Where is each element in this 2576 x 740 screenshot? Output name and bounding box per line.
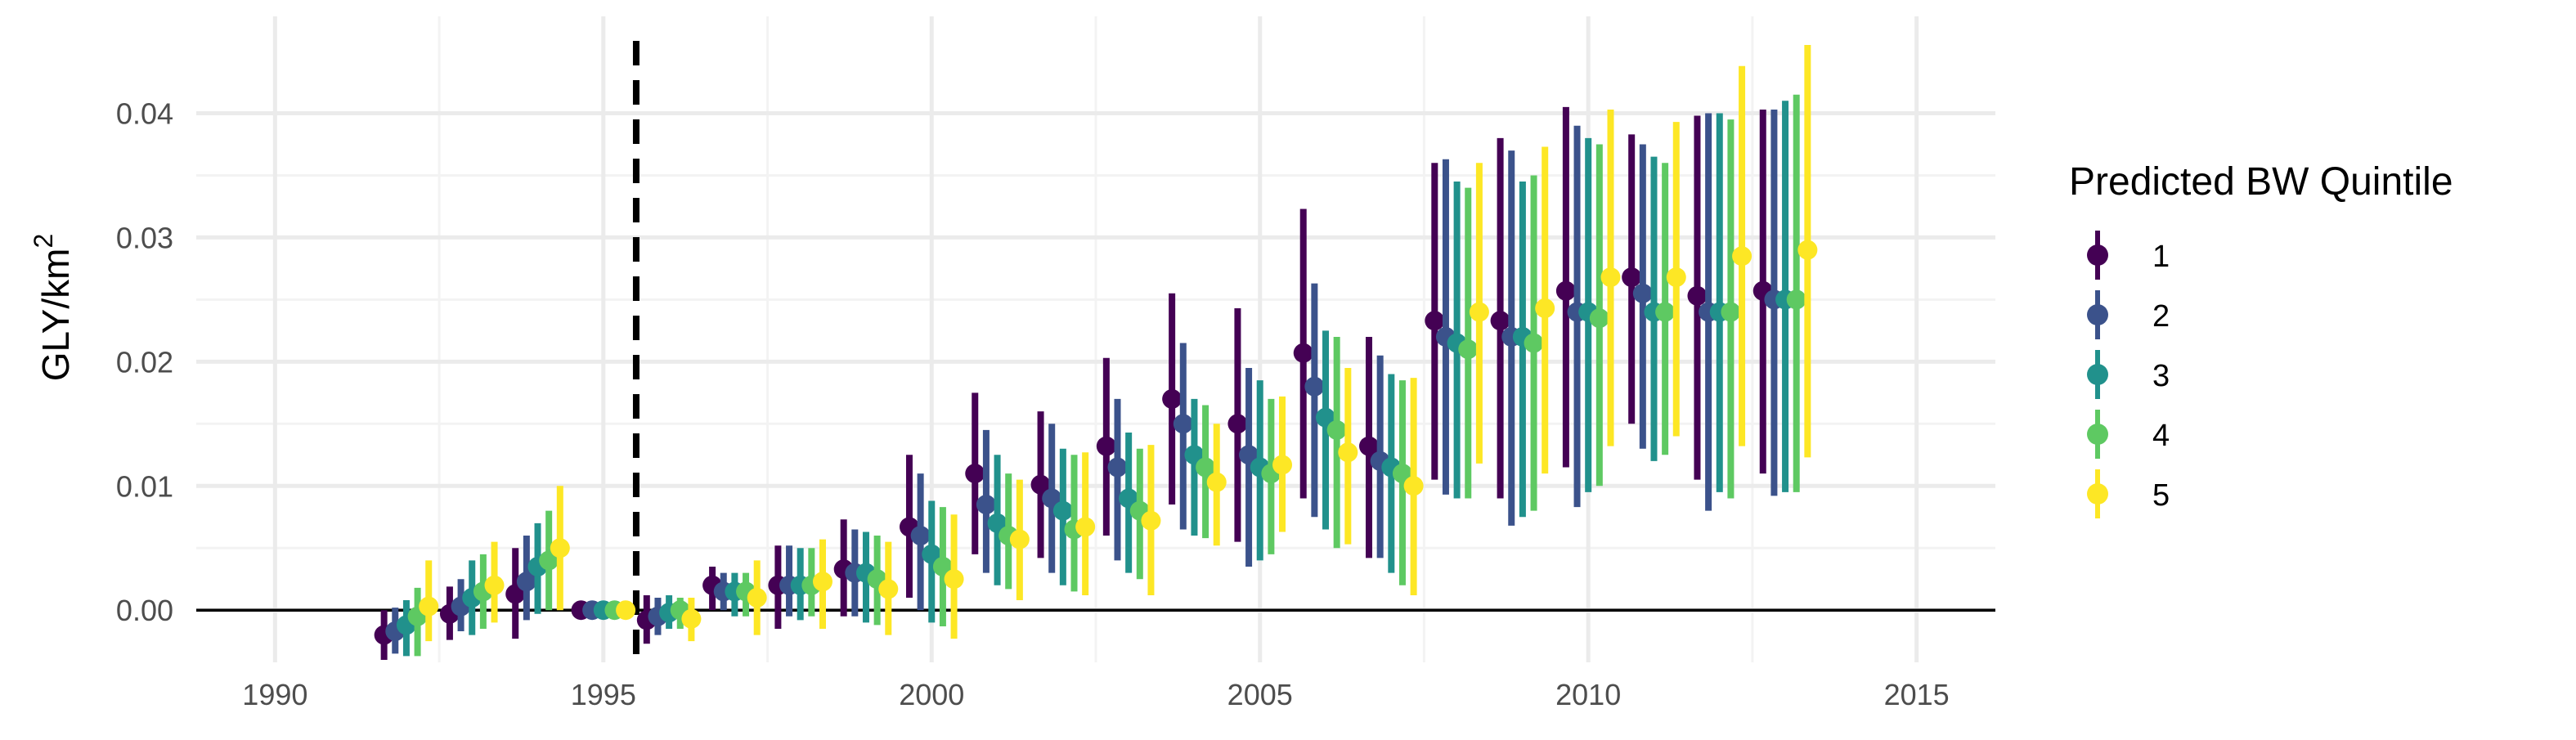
data-point <box>616 600 636 621</box>
x-tick-label: 1990 <box>242 678 307 711</box>
data-point <box>1196 457 1216 478</box>
series-4 <box>407 94 1806 657</box>
data-point <box>1490 311 1510 331</box>
data-point <box>944 569 964 590</box>
y-tick-label: 0.04 <box>116 97 173 131</box>
legend-key-point <box>2087 244 2108 266</box>
series-3 <box>396 101 1796 657</box>
data-point <box>1555 280 1576 301</box>
data-point <box>1403 476 1424 496</box>
y-axis-title: GLY/km2 <box>29 234 77 382</box>
data-point <box>1030 474 1051 495</box>
y-tick-label: 0.00 <box>116 594 173 627</box>
data-point <box>1173 414 1193 434</box>
data-point <box>1206 472 1227 492</box>
data-point <box>484 575 505 595</box>
data-point <box>1687 285 1708 306</box>
legend-label: 5 <box>2152 478 2170 513</box>
data-point <box>1721 302 1741 322</box>
data-point <box>1732 246 1752 267</box>
x-tick-label: 2005 <box>1227 678 1293 711</box>
data-point <box>878 579 899 599</box>
data-point <box>550 538 570 558</box>
data-point <box>1600 267 1621 288</box>
data-point <box>812 572 832 592</box>
data-point <box>1535 298 1555 319</box>
y-tick-label: 0.03 <box>116 221 173 254</box>
axes: 1990 1995 2000 2005 2010 2015 0.00 0.01 0.02 0.03… <box>116 97 1950 712</box>
data-point <box>1786 289 1806 310</box>
y-tick-label: 0.01 <box>116 469 173 503</box>
x-tick-label: 1995 <box>571 678 636 711</box>
y-tick-label: 0.02 <box>116 345 173 379</box>
data-point <box>1052 500 1073 521</box>
data-point <box>1107 457 1128 478</box>
legend-key-point <box>2087 424 2108 445</box>
legend-label: 2 <box>2152 299 2170 334</box>
x-tick-label: 2015 <box>1884 678 1950 711</box>
legend-item-5: 5 <box>2087 469 2170 518</box>
data-point <box>1227 414 1248 434</box>
x-tick-label: 2010 <box>1555 678 1621 711</box>
series-marks <box>374 44 1818 660</box>
data-point <box>1141 510 1161 531</box>
data-point <box>1293 343 1313 363</box>
data-point <box>976 495 996 515</box>
legend-label: 4 <box>2152 419 2170 453</box>
x-tick-label: 2000 <box>899 678 964 711</box>
data-point <box>1666 267 1686 288</box>
y-axis-title-text: GLY/km <box>34 249 77 382</box>
legend-key-point <box>2087 483 2108 505</box>
data-point <box>516 572 536 592</box>
data-point <box>1524 333 1544 353</box>
grid-lines <box>196 16 1995 662</box>
legend-item-4: 4 <box>2087 410 2170 459</box>
data-point <box>1632 283 1653 303</box>
legend-label: 1 <box>2152 240 2170 274</box>
data-point <box>1075 517 1096 537</box>
data-point <box>1304 376 1325 397</box>
data-point <box>1326 419 1347 440</box>
data-point <box>1622 267 1642 288</box>
data-point <box>910 526 931 546</box>
data-point <box>1009 529 1030 549</box>
data-point <box>1655 302 1676 322</box>
legend-item-1: 1 <box>2087 231 2170 280</box>
data-point <box>681 608 702 629</box>
legend-key-point <box>2087 364 2108 385</box>
data-point <box>419 596 439 617</box>
data-point <box>1272 455 1293 475</box>
data-point <box>1359 436 1380 456</box>
data-point <box>1425 311 1445 331</box>
data-point <box>1797 240 1818 260</box>
data-point <box>1469 302 1489 322</box>
data-point <box>1458 339 1479 360</box>
legend-item-3: 3 <box>2087 350 2170 399</box>
legend: Predicted BW Quintile 1 2 3 4 5 <box>2069 160 2453 518</box>
legend-key-point <box>2087 304 2108 325</box>
data-point <box>965 464 985 484</box>
legend-title: Predicted BW Quintile <box>2069 160 2453 204</box>
series-5 <box>419 44 1818 642</box>
data-point <box>747 588 767 608</box>
legend-label: 3 <box>2152 359 2170 393</box>
data-point <box>1589 308 1609 329</box>
data-point <box>1338 442 1358 463</box>
data-point <box>1096 436 1116 456</box>
data-point <box>1162 388 1183 409</box>
legend-item-2: 2 <box>2087 290 2170 339</box>
y-axis-title-superscript: 2 <box>29 234 58 249</box>
